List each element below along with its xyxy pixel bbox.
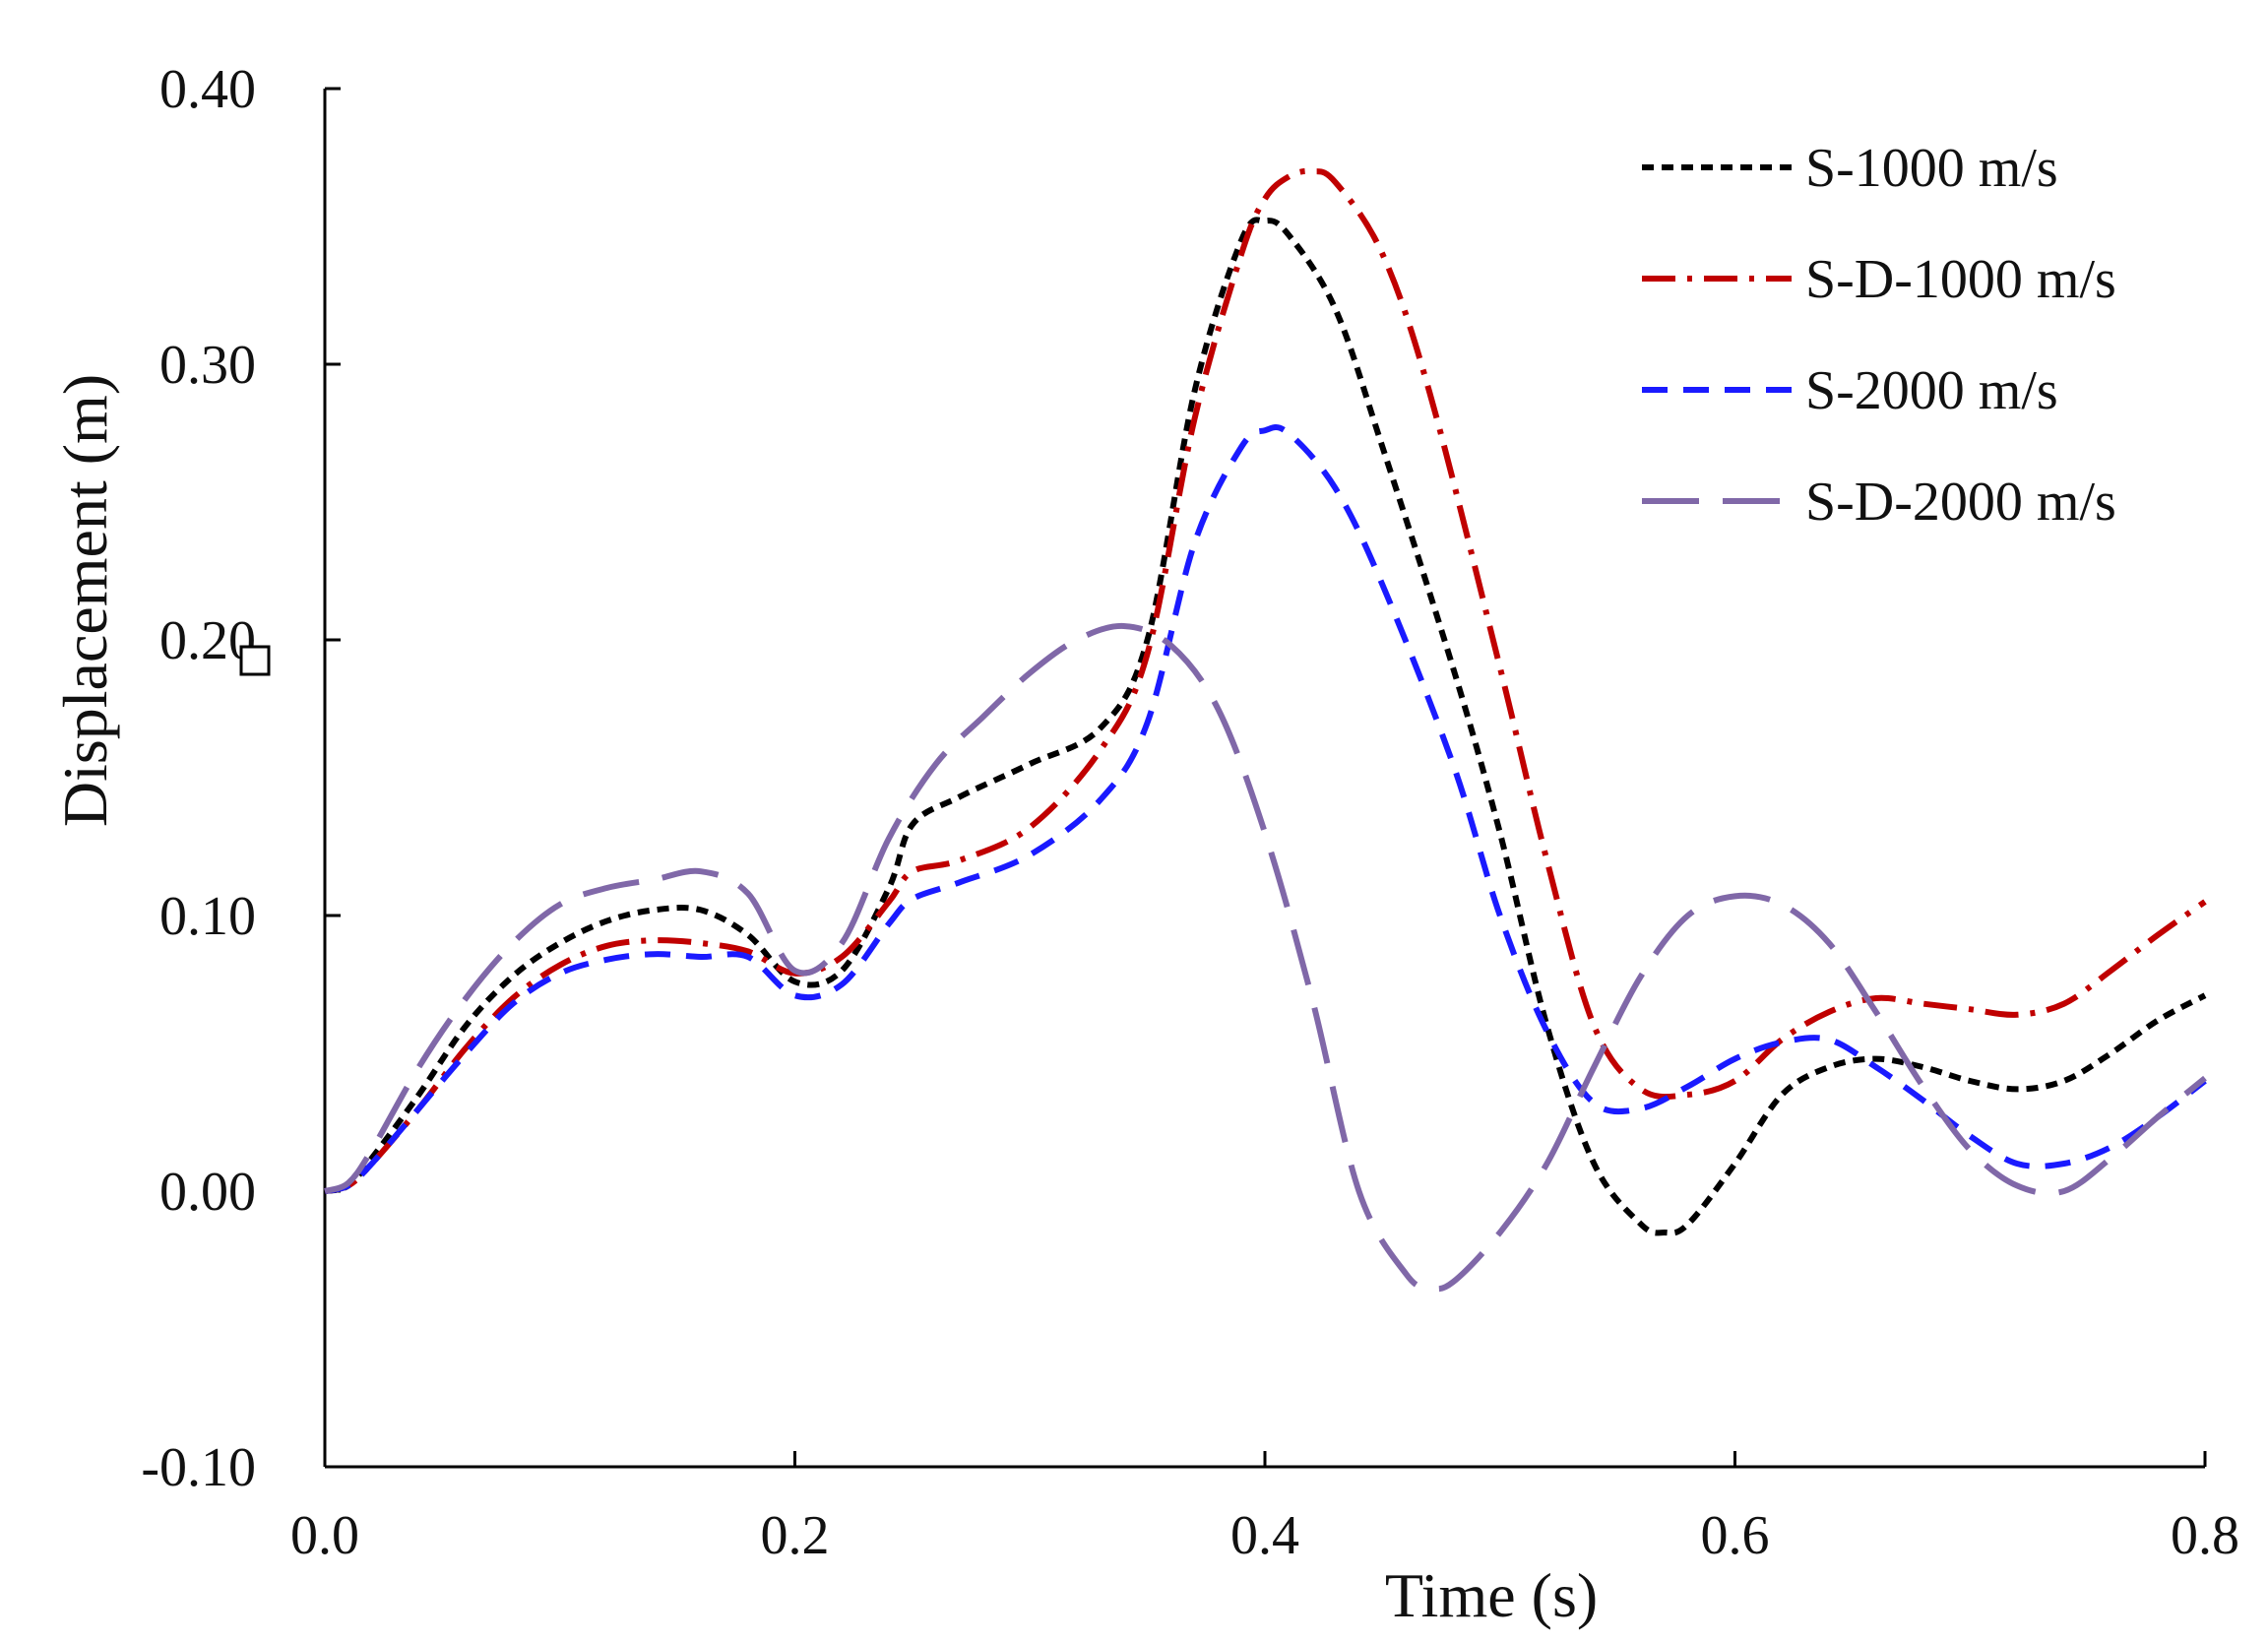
legend-label-3: S-2000 m/s	[1805, 360, 2058, 421]
legend-label-1: S-1000 m/s	[1805, 138, 2058, 199]
series-line-4	[324, 622, 2207, 1293]
legend-label-4: S-D-2000 m/s	[1805, 472, 2116, 533]
series-line-2	[324, 167, 2207, 1194]
x-tick-label: 0.4	[1230, 1505, 1299, 1566]
x-tick-label: 0.2	[761, 1505, 830, 1566]
small-square-marker	[239, 645, 271, 676]
y-tick-label: 0.00	[159, 1162, 256, 1223]
legend: S-1000 m/s S-D-1000 m/s S-2000 m/s S-D-2000…	[1642, 138, 2116, 533]
y-tick-label: 0.10	[159, 886, 256, 947]
y-tick-label: 0.40	[159, 59, 256, 120]
ticks: -0.100.000.100.200.300.400.0 0.2 0.4 0.6 0.8	[141, 59, 2239, 1566]
x-axis-title: Time (s)	[1385, 1560, 1598, 1630]
x-tick-label: 0.0	[290, 1505, 359, 1566]
series-line-3	[324, 424, 2207, 1194]
x-tick-label: 0.6	[1701, 1505, 1770, 1566]
series-group	[324, 167, 2207, 1293]
y-tick-label: 0.30	[159, 335, 256, 396]
series-line-1	[324, 217, 2207, 1236]
legend-label-2: S-D-1000 m/s	[1805, 249, 2116, 310]
x-tick-label: 0.8	[2171, 1505, 2239, 1566]
y-axis-title: Displacement (m)	[50, 374, 120, 827]
y-tick-label: -0.10	[141, 1437, 256, 1498]
